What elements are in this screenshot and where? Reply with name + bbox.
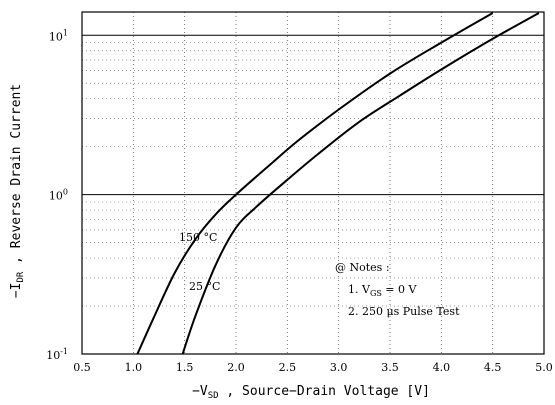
- x-tick-label: 2.5: [279, 361, 297, 374]
- y-tick-label: 100: [49, 188, 68, 203]
- notes-line-1-sub: GS: [370, 289, 382, 298]
- y-axis-title-suffix: , Reverse Drain Current: [9, 84, 24, 272]
- notes-line-2: 2. 250 μs Pulse Test: [348, 305, 460, 318]
- series-line-150c: [136, 12, 494, 355]
- y-tick-exponent: 1: [63, 28, 68, 37]
- y-tick-base: 10: [46, 349, 60, 362]
- series-layer: [136, 12, 540, 355]
- notes-box: @ Notes : 1. VGS = 0 V 2. 250 μs Pulse T…: [335, 261, 460, 318]
- x-tick-labels: 0.5 1.0 1.5 2.0 2.5 3.0 3.5 4.0 4.5 5.0: [73, 361, 553, 374]
- grid-minor: [82, 42, 544, 307]
- x-axis-title: −VSD , Source−Drain Voltage [V]: [192, 384, 430, 401]
- x-tick-label: 5.0: [535, 361, 553, 374]
- x-tick-label: 0.5: [73, 361, 91, 374]
- y-axis-title: −IDR , Reverse Drain Current: [9, 84, 26, 298]
- x-tick-label: 2.0: [227, 361, 245, 374]
- plot-frame: [81, 11, 545, 355]
- notes-line-1: 1. VGS = 0 V: [348, 283, 418, 298]
- x-tick-label: 4.5: [484, 361, 502, 374]
- y-tick-base: 10: [49, 30, 63, 43]
- grid-major: [82, 12, 544, 354]
- x-axis-title-suffix: , Source−Drain Voltage [V]: [219, 384, 430, 399]
- y-tick-label: 101: [49, 28, 68, 43]
- x-tick-label: 3.0: [330, 361, 348, 374]
- y-tick-base: 10: [49, 190, 63, 203]
- y-tick-exponent: 0: [63, 188, 68, 197]
- x-tick-label: 1.0: [125, 361, 143, 374]
- x-tick-label: 4.0: [433, 361, 451, 374]
- y-tick-label: 10-1: [46, 347, 68, 362]
- notes-line-1-prefix: 1. V: [348, 283, 371, 296]
- x-tick-label: 3.5: [381, 361, 399, 374]
- y-axis-title-prefix: −I: [9, 283, 24, 299]
- y-axis-title-sub: DR: [16, 271, 26, 282]
- series-label-25c: 25 °C: [189, 280, 220, 293]
- x-axis-title-prefix: −V: [192, 384, 208, 399]
- x-axis-title-sub: SD: [208, 391, 219, 401]
- series-line-25c: [181, 12, 540, 355]
- y-tick-exponent: -1: [60, 347, 68, 356]
- x-tick-label: 1.5: [176, 361, 194, 374]
- notes-line-1-suffix: = 0 V: [382, 283, 418, 296]
- series-label-150c: 150 °C: [179, 231, 217, 244]
- notes-heading: @ Notes :: [335, 261, 390, 274]
